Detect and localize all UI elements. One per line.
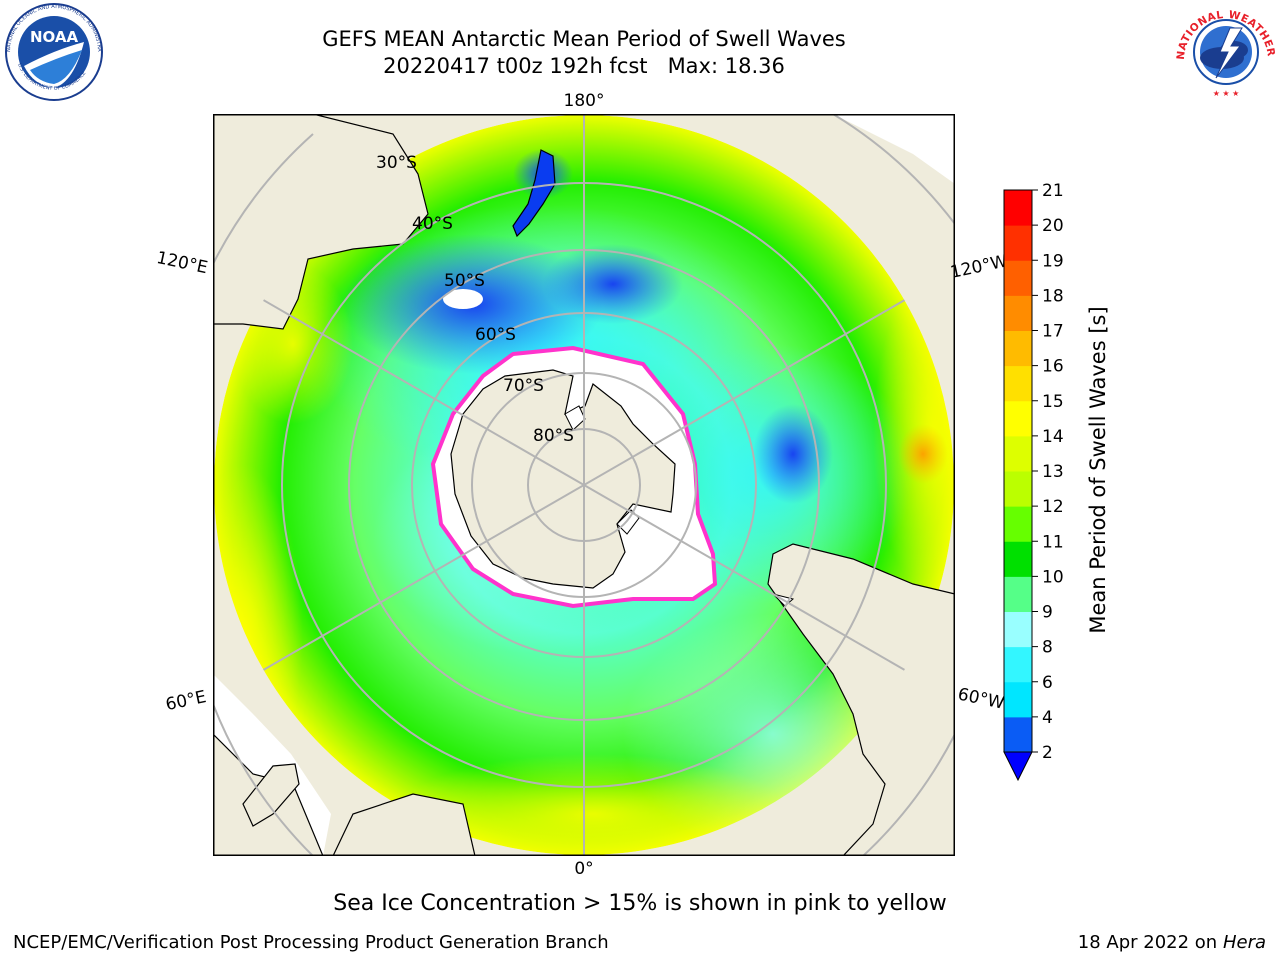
colorbar-bin <box>1004 225 1032 261</box>
colorbar-bin <box>1004 400 1032 437</box>
lon-label-120e: 120°E <box>155 248 210 278</box>
colorbar-tick-label: 12 <box>1042 497 1064 517</box>
colorbar-bin <box>1004 611 1032 648</box>
lat-label-30s: 30°S <box>376 153 417 173</box>
lon-label-0: 0° <box>574 859 593 879</box>
lat-label-70s: 70°S <box>503 376 544 396</box>
colorbar-under-extend <box>1003 751 1033 782</box>
lon-label-180: 180° <box>564 91 605 111</box>
noaa-logo: NOAA NATIONAL OCEANIC AND ATMOSPHERIC AD… <box>4 2 103 101</box>
colorbar-tick-label: 6 <box>1042 673 1053 693</box>
colorbar-label: Mean Period of Swell Waves [s] <box>1086 306 1110 633</box>
date-prefix: 18 Apr 2022 on <box>1077 932 1223 953</box>
new-zealand <box>512 149 556 238</box>
colorbar-bin <box>1004 506 1032 542</box>
colorbar-tick-label: 17 <box>1042 322 1064 342</box>
colorbar-bin <box>1004 576 1032 612</box>
colorbar-tick-label: 20 <box>1042 216 1064 236</box>
colorbar-ticks: 2 4 6 8 9 10 11 12 13 14 15 16 17 18 19 20 21 <box>1032 181 1064 763</box>
colorbar-tick-label: 8 <box>1042 638 1053 658</box>
lat-label-60s: 60°S <box>475 325 516 345</box>
australia <box>213 114 429 330</box>
colorbar-tick-label: 11 <box>1042 532 1064 552</box>
colorbar-tick-label: 19 <box>1042 251 1064 271</box>
madagascar <box>242 763 300 827</box>
colorbar-bin <box>1004 646 1032 683</box>
graticule <box>214 115 954 855</box>
colorbar: 2 4 6 8 9 10 11 12 13 14 15 16 17 18 19 20 21 Mean Perio… <box>1003 181 1110 782</box>
lon-label-60e: 60°E <box>164 687 208 715</box>
lat-label-50s: 50°S <box>444 271 485 291</box>
lat-label-40s: 40°S <box>412 214 453 234</box>
south-america <box>767 543 955 856</box>
colorbar-bin <box>1004 716 1032 753</box>
colorbar-tick-label: 13 <box>1042 462 1064 482</box>
colorbar-bin <box>1004 435 1032 472</box>
title-line-2: 20220417 t00z 192h fcst Max: 18.36 <box>383 54 785 78</box>
colorbar-bin <box>1004 541 1032 577</box>
nws-logo: NATIONAL WEATHER SERVICE ★ ★ ★ <box>1176 2 1276 100</box>
colorbar-bin <box>1004 190 1032 226</box>
machine-name: Hera <box>1222 932 1266 953</box>
colorbar-bin <box>1004 295 1032 331</box>
colorbar-bins <box>1003 189 1033 753</box>
antarctica <box>450 369 676 589</box>
colorbar-bin <box>1004 681 1032 718</box>
date-stamp: 18 Apr 2022 on Hera <box>1078 932 1266 953</box>
credit-text: NCEP/EMC/Verification Post Processing Pr… <box>13 932 609 953</box>
sea-ice-caption: Sea Ice Concentration > 15% is shown in … <box>333 891 947 916</box>
colorbar-tick-label: 4 <box>1042 708 1053 728</box>
colorbar-tick-label: 2 <box>1042 743 1053 763</box>
polar-map: 30°S 40°S 50°S 60°S 70°S 80°S <box>213 114 955 856</box>
colorbar-tick-label: 21 <box>1042 181 1064 201</box>
colorbar-tick-label: 9 <box>1042 603 1053 623</box>
colorbar-tick-label: 18 <box>1042 286 1064 306</box>
colorbar-tick-label: 15 <box>1042 392 1064 412</box>
lat-label-80s: 80°S <box>533 426 574 446</box>
colorbar-bin <box>1004 260 1032 296</box>
title-line-1: GEFS MEAN Antarctic Mean Period of Swell… <box>322 27 846 51</box>
colorbar-bin <box>1004 365 1032 402</box>
colorbar-tick-label: 16 <box>1042 357 1064 377</box>
map-frame <box>213 114 955 856</box>
noaa-logo-text: NOAA <box>30 28 79 46</box>
colorbar-bin <box>1004 330 1032 367</box>
colorbar-bin <box>1004 471 1032 507</box>
colorbar-tick-label: 10 <box>1042 567 1064 587</box>
colorbar-tick-label: 14 <box>1042 427 1064 447</box>
svg-text:★ ★ ★: ★ ★ ★ <box>1213 89 1240 98</box>
